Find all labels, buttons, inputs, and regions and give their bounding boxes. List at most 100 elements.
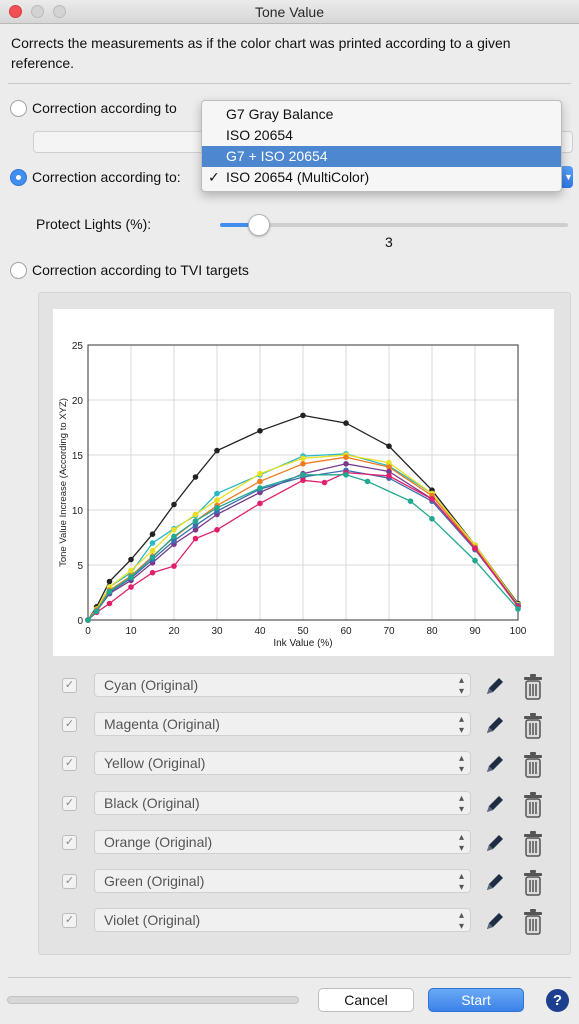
data-point — [364, 478, 371, 485]
data-point — [386, 468, 392, 475]
protect-lights-label: Protect Lights (%): — [36, 216, 152, 232]
series-select[interactable]: Yellow (Original) ▴ ▾ — [94, 751, 471, 775]
trash-icon[interactable] — [520, 712, 546, 740]
series-checkbox[interactable]: ✓ — [62, 796, 77, 811]
series-checkbox[interactable]: ✓ — [62, 913, 77, 928]
plot-border — [87, 344, 519, 621]
protect-lights-slider-fill — [220, 223, 256, 227]
series-select[interactable]: Green (Original) ▴ ▾ — [94, 869, 471, 893]
series-select[interactable]: Cyan (Original) ▴ ▾ — [94, 673, 471, 697]
series-select[interactable]: Orange (Original) ▴ ▾ — [94, 830, 471, 854]
help-button[interactable]: ? — [546, 989, 569, 1012]
radio-option-1[interactable] — [10, 99, 27, 117]
minimize-window-button[interactable] — [31, 5, 44, 18]
series-row: ✓ Violet (Original) ▴ ▾ — [60, 908, 560, 936]
option-3-label: Correction according to TVI targets — [32, 262, 249, 278]
x-tick-label: 20 — [168, 626, 180, 637]
data-point — [192, 522, 199, 529]
menu-item[interactable]: G7 + ISO 20654 — [202, 146, 561, 167]
x-tick-label: 80 — [426, 626, 438, 637]
data-point — [214, 497, 220, 503]
y-tick-label: 20 — [72, 396, 84, 407]
data-point — [171, 533, 177, 540]
y-tick-label: 15 — [72, 451, 84, 462]
data-point — [386, 464, 392, 470]
data-point — [128, 556, 134, 563]
start-button[interactable]: Start — [428, 988, 524, 1012]
trash-icon[interactable] — [520, 869, 546, 897]
trash-icon[interactable] — [520, 908, 546, 936]
trash-icon[interactable] — [520, 673, 546, 701]
edit-pencil-icon[interactable] — [483, 909, 507, 933]
series-select[interactable]: Violet (Original) ▴ ▾ — [94, 908, 471, 932]
series-select-label: Yellow (Original) — [104, 755, 206, 771]
data-point — [214, 505, 220, 511]
radio-option-3[interactable] — [10, 261, 27, 279]
option-reference-select-row[interactable]: Correction according to: — [10, 167, 181, 187]
data-point — [257, 478, 263, 485]
y-tick-label: 5 — [77, 561, 83, 572]
series-select-label: Black (Original) — [104, 795, 200, 811]
data-point — [149, 540, 156, 546]
data-point — [192, 474, 199, 480]
data-point — [128, 584, 134, 590]
trash-icon[interactable] — [520, 751, 546, 779]
protect-lights-slider-track[interactable] — [220, 223, 568, 227]
data-point — [149, 531, 156, 537]
zoom-window-button[interactable] — [53, 5, 66, 18]
data-point — [192, 535, 199, 542]
data-point — [171, 527, 177, 533]
window-title: Tone Value — [254, 4, 324, 20]
cancel-button[interactable]: Cancel — [318, 988, 414, 1012]
chevron-updown-icon: ▴ ▾ — [458, 871, 464, 893]
data-point — [300, 412, 306, 419]
series-select[interactable]: Black (Original) ▴ ▾ — [94, 791, 471, 815]
series-checkbox[interactable]: ✓ — [62, 874, 77, 889]
data-point — [386, 459, 392, 466]
edit-pencil-icon[interactable] — [483, 752, 507, 776]
data-point — [257, 485, 263, 491]
menu-item-label: G7 + ISO 20654 — [226, 148, 328, 164]
series-row: ✓ Green (Original) ▴ ▾ — [60, 869, 560, 897]
series-checkbox[interactable]: ✓ — [62, 678, 77, 693]
edit-pencil-icon[interactable] — [483, 792, 507, 816]
trash-icon[interactable] — [520, 791, 546, 819]
menu-item[interactable]: ✓ ISO 20654 (MultiColor) — [202, 167, 561, 188]
x-tick-label: 60 — [340, 626, 352, 637]
menu-item-label: G7 Gray Balance — [226, 106, 334, 122]
series-checkbox[interactable]: ✓ — [62, 756, 77, 771]
protect-lights-slider-knob[interactable] — [248, 214, 270, 236]
edit-pencil-icon[interactable] — [483, 870, 507, 894]
data-point — [128, 567, 134, 574]
data-point — [149, 547, 156, 554]
option-reference-row[interactable]: Correction according to — [10, 98, 177, 118]
series-checkbox[interactable]: ✓ — [62, 835, 77, 850]
close-window-button[interactable] — [9, 5, 22, 18]
option-1-label: Correction according to — [32, 100, 177, 116]
y-tick-label: 25 — [72, 341, 84, 352]
data-point — [257, 470, 263, 477]
series-select[interactable]: Magenta (Original) ▴ ▾ — [94, 712, 471, 736]
series-checkbox[interactable]: ✓ — [62, 717, 77, 732]
menu-item[interactable]: ISO 20654 — [202, 125, 561, 146]
reference-dropdown-menu: G7 Gray Balance ISO 20654 G7 + ISO 20654 ✓ I… — [201, 100, 562, 192]
title-bar: Tone Value — [0, 0, 579, 24]
progress-bar — [7, 996, 299, 1004]
edit-pencil-icon[interactable] — [483, 674, 507, 698]
radio-option-2[interactable] — [10, 168, 27, 186]
series-select-label: Cyan (Original) — [104, 677, 199, 693]
edit-pencil-icon[interactable] — [483, 831, 507, 855]
y-tick-label: 0 — [77, 616, 83, 627]
data-point — [300, 477, 306, 484]
edit-pencil-icon[interactable] — [483, 713, 507, 737]
menu-item[interactable]: G7 Gray Balance — [202, 104, 561, 125]
series-line — [87, 474, 519, 621]
option-tvi-row[interactable]: Correction according to TVI targets — [10, 260, 249, 280]
x-tick-label: 90 — [469, 626, 481, 637]
x-axis-label: Ink Value (%) — [273, 638, 332, 649]
data-point — [300, 472, 306, 478]
trash-icon[interactable] — [520, 830, 546, 858]
data-point — [171, 563, 177, 569]
data-point — [106, 588, 113, 595]
checkmark-icon: ✓ — [208, 169, 220, 185]
